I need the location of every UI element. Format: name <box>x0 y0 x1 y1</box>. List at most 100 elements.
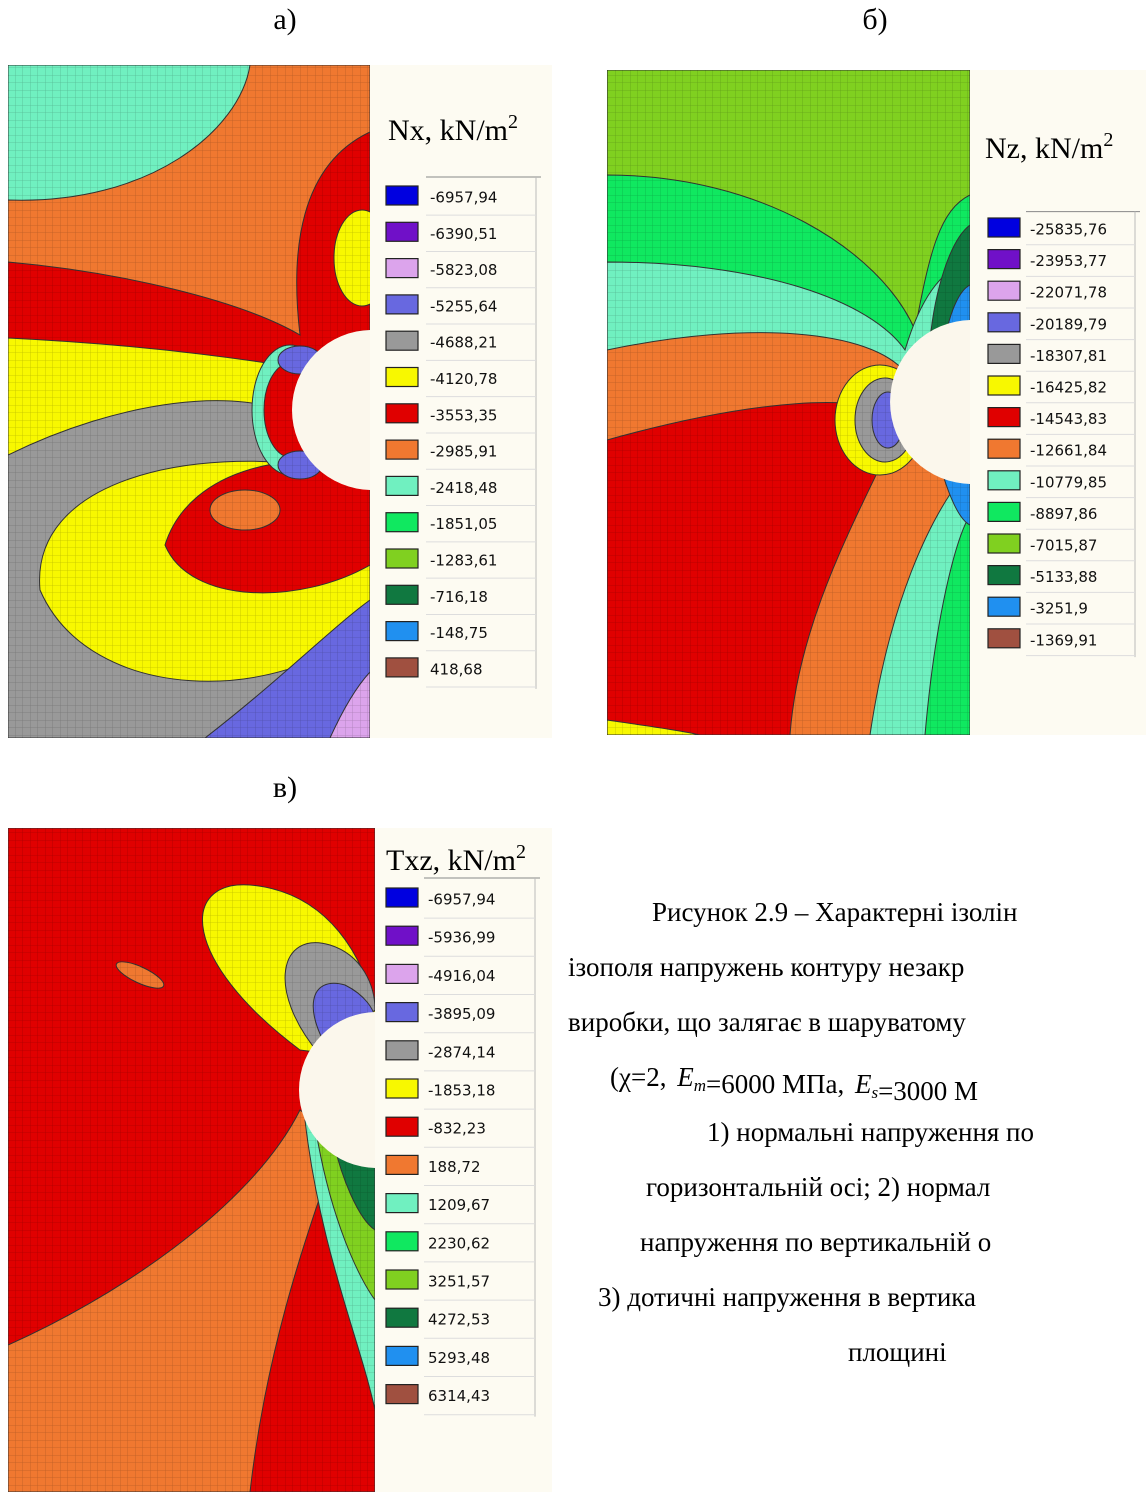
legend-swatch <box>385 258 419 279</box>
caption-text: 3) дотичні напруження в вертика <box>598 1282 976 1312</box>
legend-swatch <box>987 249 1021 270</box>
legend-swatch <box>987 375 1021 396</box>
title-sup: 2 <box>1103 129 1113 151</box>
legend-label: -4688,21 <box>430 334 497 352</box>
legend-label: 3251,57 <box>428 1273 490 1291</box>
legend-swatch <box>385 1231 419 1252</box>
legend-label: -6957,94 <box>428 891 495 909</box>
legend-swatch <box>385 1116 419 1137</box>
legend-label: 1209,67 <box>428 1196 490 1214</box>
legend-label: -4120,78 <box>430 370 497 388</box>
legend-label: -148,75 <box>430 624 488 642</box>
legend-label: 418,68 <box>430 660 483 678</box>
legend-swatch <box>385 657 419 678</box>
legend-label: -1851,05 <box>430 515 497 533</box>
caption-line: площині <box>848 1337 947 1367</box>
caption-text: виробки, що залягає в шаруватому <box>568 1007 966 1037</box>
legend-swatch <box>385 512 419 533</box>
legend-label: -14543,83 <box>1030 410 1107 428</box>
legend-label: -3895,09 <box>428 1005 495 1023</box>
legend-swatch <box>385 185 419 206</box>
caption-text: напруження по вертикальній о <box>640 1227 991 1257</box>
legend-label: -5936,99 <box>428 929 495 947</box>
caption-var: E <box>854 1069 872 1099</box>
caption-text: (χ=2, <box>610 1062 673 1092</box>
title-text: Nx, kN/m <box>388 114 508 147</box>
title-text: Nz, kN/m <box>985 132 1103 165</box>
legend-label: -3251,9 <box>1030 600 1088 618</box>
legend-label: -4916,04 <box>428 967 495 985</box>
legend-swatch <box>987 501 1021 522</box>
legend-swatch <box>385 584 419 605</box>
legend-swatch <box>385 439 419 460</box>
legend-swatch <box>385 1154 419 1176</box>
title-sup: 2 <box>516 841 526 863</box>
legend-swatch <box>385 925 419 946</box>
legend-label: -1853,18 <box>428 1082 495 1100</box>
legend-swatch <box>987 280 1021 301</box>
legend-label: -22071,78 <box>1030 284 1107 302</box>
legend-swatch <box>385 887 419 908</box>
legend-label: -8897,86 <box>1030 505 1097 523</box>
legend-label: 2230,62 <box>428 1234 490 1252</box>
caption-sub: s <box>871 1083 878 1102</box>
legend-swatch <box>987 470 1021 491</box>
panel-label: б) <box>862 3 887 36</box>
legend-label: -7015,87 <box>1030 537 1097 555</box>
legend-swatch <box>385 963 419 985</box>
caption-text: 1) нормальні напруження по <box>707 1117 1034 1147</box>
legend-swatch <box>385 548 419 569</box>
legend-title: Nx, kN/m2 <box>388 111 518 147</box>
legend-label: -10779,85 <box>1030 473 1107 491</box>
panel-label: в) <box>273 771 297 804</box>
caption-line: ізополя напружень контуру незакр <box>568 952 964 982</box>
legend-swatch <box>385 221 419 242</box>
caption-text: Рисунок 2.9 – Характерні ізолін <box>652 897 1017 927</box>
legend-label: 4272,53 <box>428 1311 490 1329</box>
legend-label: 188,72 <box>428 1158 481 1176</box>
caption-sub: m <box>694 1076 706 1095</box>
legend-swatch <box>385 1040 419 1061</box>
caption-line: горизонтальній осі; 2) нормал <box>646 1172 990 1202</box>
legend-swatch <box>385 1192 419 1214</box>
title-text: Txz, kN/m <box>386 844 516 877</box>
legend-swatch <box>385 1383 419 1405</box>
legend-swatch <box>385 1078 419 1099</box>
legend-swatch <box>987 596 1021 617</box>
caption-line: виробки, що залягає в шаруватому <box>568 1007 966 1037</box>
legend-title: Txz, kN/m2 <box>386 841 526 877</box>
legend-swatch <box>987 628 1021 649</box>
legend-swatch <box>987 438 1021 459</box>
legend-label: 6314,43 <box>428 1387 490 1405</box>
caption-text: площині <box>848 1337 947 1367</box>
legend-label: -20189,79 <box>1030 315 1107 333</box>
caption-line: Рисунок 2.9 – Характерні ізолін <box>652 897 1017 927</box>
legend-swatch <box>385 366 419 388</box>
legend-label: -5133,88 <box>1030 568 1097 586</box>
caption-text: =6000 МПа, <box>706 1069 851 1099</box>
caption-line: (χ=2, Em=6000 МПа, Es=3000 М <box>610 1062 978 1106</box>
legend-swatch <box>987 312 1021 333</box>
legend-label: -1369,91 <box>1030 631 1097 649</box>
caption-line: 3) дотичні напруження в вертика <box>598 1282 976 1312</box>
contour-plot <box>8 65 370 738</box>
legend-label: -6390,51 <box>430 225 497 243</box>
legend-title: Nz, kN/m2 <box>985 129 1113 165</box>
legend-swatch <box>987 343 1021 364</box>
caption-line: напруження по вертикальній о <box>640 1227 991 1257</box>
legend-label: -12661,84 <box>1030 442 1107 460</box>
legend-label: -2874,14 <box>428 1043 495 1061</box>
legend-swatch <box>385 1307 419 1328</box>
legend-label: -25835,76 <box>1030 221 1107 239</box>
legend-swatch <box>385 1345 419 1367</box>
legend-label: -2985,91 <box>430 443 497 461</box>
legend-label: -5255,64 <box>430 297 497 315</box>
legend-swatch <box>385 475 419 496</box>
caption-text: ізополя напружень контуру незакр <box>568 952 964 982</box>
legend-swatch <box>987 407 1021 428</box>
legend-label: -832,23 <box>428 1120 486 1138</box>
legend-label: -16425,82 <box>1030 379 1107 397</box>
legend-label: -1283,61 <box>430 552 497 570</box>
